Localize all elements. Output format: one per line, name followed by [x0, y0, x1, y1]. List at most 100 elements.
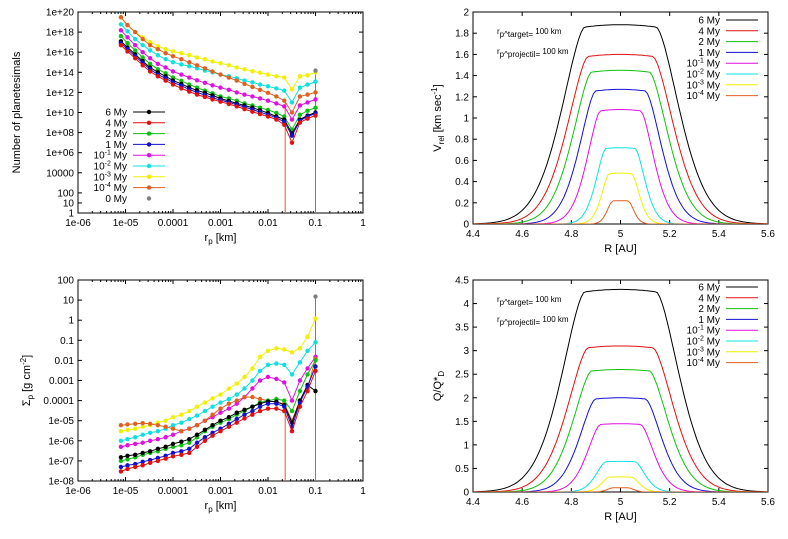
data-point — [132, 36, 138, 42]
data-point — [297, 120, 303, 125]
data-point — [313, 388, 318, 394]
data-point — [289, 398, 295, 403]
data-point — [147, 61, 153, 67]
data-point — [132, 42, 138, 48]
y-tick-label: 0 — [463, 488, 469, 499]
data-point — [140, 459, 145, 465]
data-point — [234, 90, 239, 95]
data-point — [265, 114, 271, 119]
data-point — [250, 412, 255, 417]
data-point — [194, 444, 200, 450]
legend-label: 10-2 My — [94, 161, 127, 173]
annotation: rp^target= 100 km — [497, 27, 562, 39]
data-point — [282, 408, 287, 414]
data-point — [163, 46, 168, 52]
legend-label: 4 My — [698, 26, 720, 37]
x-tick-label: 5.2 — [663, 229, 677, 240]
y-tick-label: 2 — [463, 393, 469, 404]
data-point — [282, 88, 287, 93]
data-point — [210, 422, 215, 428]
data-point — [179, 72, 184, 77]
data-point — [242, 106, 247, 112]
y-tick-label: 100 — [57, 276, 74, 287]
data-point — [282, 362, 287, 368]
plot-frame — [472, 279, 769, 493]
series-line — [473, 423, 768, 492]
data-point — [170, 60, 176, 65]
legend-label: 4 My — [698, 293, 720, 304]
data-point — [125, 35, 130, 40]
data-point — [313, 340, 318, 345]
data-point — [132, 435, 138, 440]
data-point — [118, 438, 124, 443]
data-point — [297, 112, 303, 117]
data-point — [265, 84, 271, 89]
y-tick-label: 1.2 — [455, 92, 469, 103]
x-tick-label: 4.6 — [515, 497, 529, 508]
data-point — [163, 78, 168, 83]
data-point — [155, 429, 161, 434]
y-axis-label: Σp [g cm-2] — [19, 355, 35, 406]
data-point — [265, 406, 271, 411]
legend-marker — [146, 109, 152, 115]
data-point — [155, 43, 161, 49]
data-point — [313, 113, 318, 118]
x-tick-label: 0.001 — [208, 218, 233, 229]
annotation: rp^projectil= 100 km — [497, 315, 569, 327]
data-point — [118, 444, 124, 450]
data-point — [194, 78, 200, 83]
data-point — [289, 117, 295, 122]
data-point — [305, 348, 310, 354]
data-point — [226, 424, 232, 429]
data-point — [257, 70, 263, 75]
data-point — [187, 60, 192, 65]
legend-label: 1 My — [698, 315, 720, 326]
data-point — [210, 396, 215, 401]
data-point — [289, 133, 295, 138]
data-point — [265, 348, 271, 354]
data-point — [313, 368, 318, 374]
data-point — [155, 46, 161, 52]
y-tick-label: 1e-08 — [48, 477, 74, 488]
legend-marker — [146, 196, 152, 201]
data-point — [210, 69, 215, 74]
data-point — [305, 116, 310, 121]
data-point — [242, 416, 247, 421]
legend-label: 0 My — [105, 194, 127, 205]
data-point — [297, 378, 303, 383]
data-point — [257, 82, 263, 87]
data-point — [242, 386, 247, 391]
data-point — [187, 75, 192, 80]
legend-marker — [146, 142, 152, 147]
y-tick-label: 1.5 — [455, 417, 469, 428]
data-point — [265, 72, 271, 77]
data-point — [170, 432, 176, 437]
data-point — [282, 398, 287, 403]
data-point — [250, 109, 255, 114]
data-point — [297, 388, 303, 394]
data-point — [218, 429, 223, 434]
data-point — [250, 68, 255, 74]
data-point — [170, 49, 176, 54]
data-point — [125, 457, 130, 462]
data-point — [179, 86, 184, 91]
legend-label: 10-4 My — [94, 182, 127, 194]
data-point — [234, 78, 239, 83]
data-point — [265, 98, 271, 103]
data-point — [118, 469, 124, 474]
data-point — [132, 421, 138, 427]
y-tick-label: 0 — [463, 220, 469, 231]
data-point — [234, 104, 239, 109]
data-point — [125, 422, 130, 427]
data-point — [179, 78, 184, 84]
data-point — [132, 56, 138, 61]
data-point — [132, 29, 138, 35]
data-point — [194, 63, 200, 68]
data-point — [282, 114, 287, 119]
data-point — [274, 110, 279, 116]
y-tick-label: 1e+14 — [46, 68, 75, 79]
data-point — [257, 396, 263, 402]
data-point — [118, 42, 124, 48]
